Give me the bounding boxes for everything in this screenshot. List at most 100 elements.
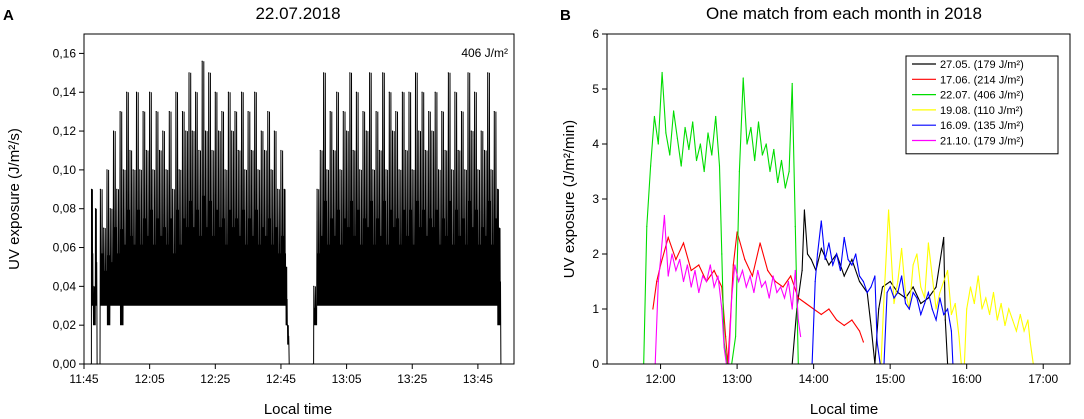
panel-a-data-point <box>217 130 220 132</box>
panel-b-data-point <box>893 302 895 305</box>
panel-a-data-point <box>391 130 394 132</box>
panel-b-data-point <box>876 341 878 343</box>
panel-b-data-point <box>745 286 747 288</box>
panel-a-data-point <box>257 169 259 171</box>
panel-b-y-tick-label: 4 <box>592 137 599 151</box>
panel-a-data-point <box>447 72 449 74</box>
panel-b-data-point <box>889 286 891 288</box>
panel-a-data-point <box>185 130 187 132</box>
panel-b-data-point <box>904 291 907 294</box>
panel-a: A 22.07.2018 Local time UV exposure (J/m… <box>3 4 515 418</box>
panel-b-y-tick-label: 2 <box>592 247 599 261</box>
panel-b-data-point <box>650 165 652 167</box>
panel-b-x-axis-label: Local time <box>810 401 878 418</box>
panel-b-data-point <box>703 170 705 173</box>
panel-b-data-point <box>1029 341 1031 343</box>
panel-b-data-point <box>1027 319 1029 321</box>
panel-b-data-point <box>774 280 776 283</box>
panel-a-y-tick-label: 0,10 <box>53 163 77 177</box>
panel-b-data-point <box>669 154 671 156</box>
panel-a-data-point <box>195 91 197 93</box>
panel-b-y-tick-label: 1 <box>592 302 599 316</box>
panel-b-data-point <box>931 308 933 310</box>
panel-a-data-point <box>286 324 289 326</box>
panel-b-data-point <box>772 275 774 277</box>
panel-b-data-point <box>784 187 786 189</box>
panel-a-y-tick-label: 0,06 <box>53 241 77 255</box>
panel-b-data-point <box>711 154 713 156</box>
panel-b-data-point <box>878 308 880 310</box>
panel-a-data-point <box>109 208 111 210</box>
panel-b-data-point <box>671 253 673 255</box>
panel-b-data-point <box>908 308 910 310</box>
panel-b-data-point <box>862 341 864 343</box>
panel-b-data-point <box>843 324 845 327</box>
panel-b-series-line <box>654 215 802 364</box>
panel-b-data-point <box>874 275 876 277</box>
panel-a-data-point <box>181 111 184 113</box>
panel-b-data-point <box>931 275 933 277</box>
panel-b-data-point <box>944 319 946 321</box>
panel-b-data-point <box>824 258 826 261</box>
panel-b-data-point <box>992 291 995 294</box>
panel-b-data-point <box>783 297 786 299</box>
panel-b-plot <box>643 71 1034 364</box>
panel-b-data-point <box>881 286 884 288</box>
legend-entry-label: 22.07. (406 J/m²) <box>940 90 1024 102</box>
panel-b-data-point <box>1008 308 1010 310</box>
panel-a-letter: A <box>3 7 14 24</box>
panel-a-data-point <box>270 169 272 171</box>
panel-a-data-point <box>214 91 216 93</box>
panel-a-data-point <box>474 91 476 93</box>
panel-b-data-point <box>820 313 822 316</box>
panel-b-data-point <box>757 269 759 272</box>
panel-a-x-tick-label: 12:05 <box>135 372 165 386</box>
panel-a-data-point <box>414 72 417 74</box>
panel-a-data-point <box>152 169 154 171</box>
panel-a-data-point <box>313 285 315 287</box>
panel-b-data-point <box>893 297 895 299</box>
panel-b-data-point <box>767 269 769 272</box>
panel-b-data-point <box>768 297 770 299</box>
panel-b-data-point <box>695 159 698 162</box>
panel-a-y-tick-label: 0,02 <box>53 318 77 332</box>
panel-a-y-tick-label: 0,00 <box>53 357 77 371</box>
panel-a-data-point <box>326 169 328 171</box>
panel-b-data-point <box>794 269 796 272</box>
panel-b-data-point <box>698 291 700 294</box>
panel-b-data-point <box>751 275 754 277</box>
panel-b-data-point <box>688 148 690 151</box>
panel-b-series <box>652 231 864 364</box>
panel-b-data-point <box>969 286 972 288</box>
panel-a-data-point <box>434 91 436 93</box>
panel-a-x-tick-label: 11:45 <box>69 372 98 386</box>
panel-a-data-point <box>175 91 177 93</box>
panel-b-data-point <box>927 242 930 244</box>
panel-b-data-point <box>725 335 727 338</box>
panel-b-data-point <box>690 269 692 272</box>
panel-a-data-point <box>139 169 141 171</box>
panel-b-data-point <box>985 297 987 299</box>
panel-a-data-point <box>483 149 486 152</box>
panel-b-data-point <box>672 110 675 112</box>
panel-b-data-point <box>698 264 700 266</box>
panel-b-data-point <box>694 269 696 272</box>
panel-b-data-point <box>847 258 849 261</box>
panel-b-data-point <box>920 302 922 305</box>
panel-a-y-tick-label: 0,04 <box>53 279 77 293</box>
panel-b-data-point <box>862 280 864 283</box>
panel-b-data-point <box>757 121 760 123</box>
panel-a-data-point <box>470 130 472 132</box>
panel-b-data-point <box>889 280 891 283</box>
panel-b-data-point <box>723 346 725 349</box>
panel-a-data-point <box>227 91 230 93</box>
panel-b-data-point <box>675 258 677 261</box>
legend-box <box>905 55 1059 155</box>
panel-a-total-annotation: 406 J/m² <box>461 46 508 60</box>
panel-a-data-point <box>398 169 400 171</box>
panel-b-x-tick-label: 13:00 <box>722 372 752 386</box>
panel-a-data-point <box>92 285 94 287</box>
panel-b-data-point <box>741 269 744 272</box>
panel-a-data-point <box>250 149 253 152</box>
